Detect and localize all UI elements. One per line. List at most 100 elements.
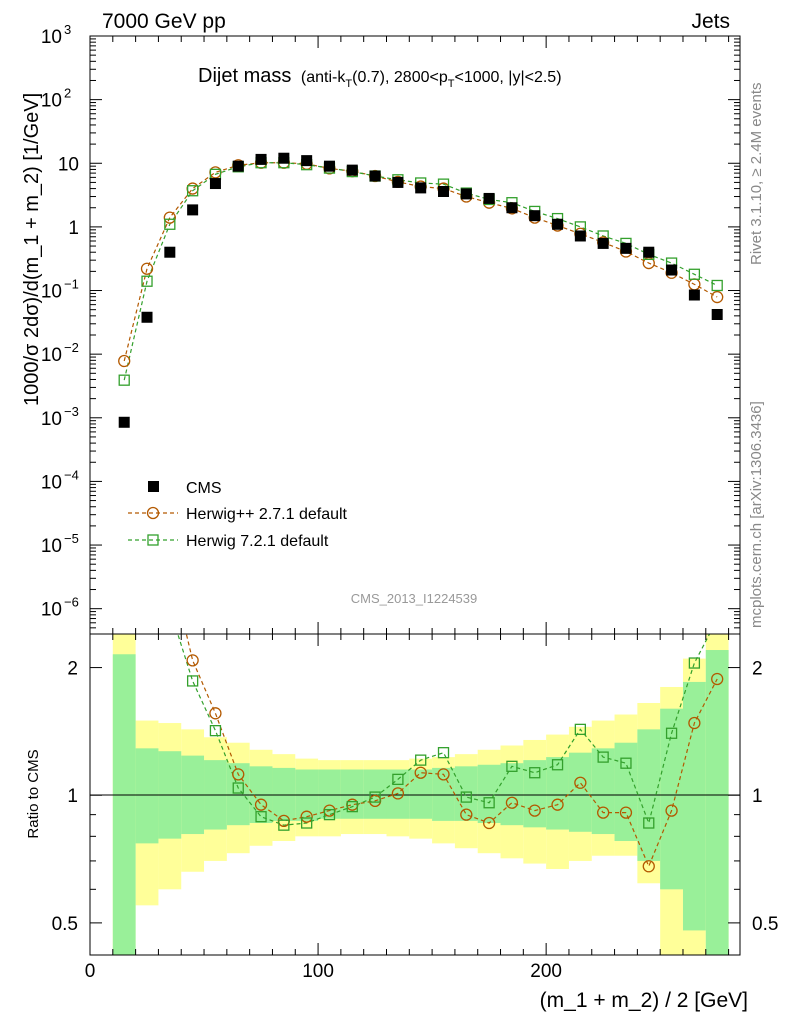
ratio-marker-herwig7 xyxy=(232,782,244,794)
ratio-band-inner-bin xyxy=(112,654,136,955)
ratio-marker-herwig7 xyxy=(688,657,701,669)
ratio-marker-herwig7 xyxy=(278,819,290,831)
ratio-marker-herwig7 xyxy=(665,727,678,739)
ratio-marker-herwigpp xyxy=(414,766,427,779)
main-marker-herwigpp xyxy=(140,262,154,275)
ratio-marker-herwigpp xyxy=(232,768,245,781)
ratio-marker-herwig7 xyxy=(186,675,199,687)
main-y-axis-label: 1000/σ 2dσ)/d(m_1 + m_2) [1/GeV] xyxy=(21,93,43,406)
main-marker-cms xyxy=(415,182,427,194)
x-tick-label: 200 xyxy=(530,961,562,982)
main-marker-herwigpp xyxy=(711,290,724,304)
title-sub1: T xyxy=(345,78,352,90)
ratio-band-inner-bin xyxy=(614,742,638,841)
ratio-band-inner-bin xyxy=(500,763,524,826)
ratio-band-inner-bin xyxy=(318,769,341,819)
header-energy-label: 7000 GeV pp xyxy=(102,10,226,33)
ratio-marker-herwigpp xyxy=(186,654,199,667)
main-marker-herwigpp xyxy=(163,211,176,224)
mcplots-label: mcplots.cern.ch [arXiv:1306.3436] xyxy=(748,401,765,628)
main-y-tick-exponent: 2 xyxy=(64,86,71,101)
ratio-band-inner-bin xyxy=(386,769,410,819)
main-marker-cms xyxy=(323,160,335,172)
main-marker-herwigpp xyxy=(688,278,701,291)
legend-marker-herwig7 xyxy=(147,534,159,546)
ratio-band-inner-bin xyxy=(591,748,615,835)
main-marker-cms xyxy=(278,152,290,164)
ratio-marker-herwig7 xyxy=(209,725,222,737)
main-y-tick-label: 10 xyxy=(41,345,62,366)
ratio-band-inner-bin xyxy=(363,769,387,819)
ratio-y-axis-label: Ratio to CMS xyxy=(25,749,42,838)
legend-label-herwig7: Herwig 7.2.1 default xyxy=(186,533,329,550)
ratio-y-tick-label: 0.5 xyxy=(52,914,78,935)
ratio-marker-herwig7 xyxy=(415,754,427,766)
main-marker-cms xyxy=(460,188,472,200)
main-y-tick-exponent: 3 xyxy=(64,22,71,37)
ratio-band-inner-bin xyxy=(272,767,296,821)
main-y-tick-label: 10 xyxy=(41,472,62,493)
main-marker-herwig7 xyxy=(141,275,153,287)
ratio-marker-herwig7 xyxy=(506,760,518,772)
title-sub2: T xyxy=(448,78,455,90)
main-marker-cms xyxy=(255,153,267,165)
main-marker-cms xyxy=(187,204,199,216)
main-marker-herwig7 xyxy=(688,268,701,280)
ratio-marker-herwigpp xyxy=(368,794,382,807)
ratio-band-inner-bin xyxy=(432,767,455,821)
main-marker-cms xyxy=(346,164,358,176)
main-y-tick-exponent: −2 xyxy=(64,340,79,355)
main-marker-herwig7 xyxy=(164,218,176,230)
legend: CMS Herwig++ 2.7.1 default Herwig 7.2.1 … xyxy=(128,480,348,550)
main-y-tick-exponent: −1 xyxy=(64,277,79,292)
main-marker-cms xyxy=(620,242,632,254)
ratio-marker-herwigpp xyxy=(597,806,610,819)
title-suffix: (anti-k xyxy=(301,69,346,86)
ratio-line-herwigpp xyxy=(185,634,718,868)
ratio-marker-herwigpp xyxy=(505,796,519,809)
ratio-marker-herwig7 xyxy=(460,791,472,803)
main-y-tick-label: 10 xyxy=(41,91,62,112)
ratio-marker-herwig7 xyxy=(392,773,404,786)
legend-marker-herwigpp xyxy=(146,506,160,520)
ratio-marker-herwigpp xyxy=(437,768,450,781)
title-main: Dijet mass xyxy=(198,65,291,87)
ratio-y-tick-label: 2 xyxy=(67,659,78,680)
main-y-tick-label: 1 xyxy=(68,218,79,239)
ratio-marker-herwigpp xyxy=(574,776,587,789)
main-y-tick-exponent: −5 xyxy=(64,531,79,546)
legend-label-herwigpp: Herwig++ 2.7.1 default xyxy=(186,506,348,523)
ratio-marker-herwigpp xyxy=(551,798,564,811)
ratio-marker-herwigpp xyxy=(642,860,655,873)
ratio-marker-herwig7 xyxy=(529,767,541,779)
ratio-band-inner-bin xyxy=(568,752,592,832)
ratio-marker-herwigpp xyxy=(482,816,496,830)
ratio-y-tick-label-right: 0.5 xyxy=(752,914,778,935)
ratio-marker-herwig7 xyxy=(597,751,609,763)
ratio-frame xyxy=(89,633,741,956)
main-y-tick-label: 10 xyxy=(41,600,62,621)
ratio-marker-herwig7 xyxy=(483,797,495,809)
main-y-tick-exponent: −3 xyxy=(64,404,79,419)
x-tick-label: 0 xyxy=(85,961,96,982)
main-line-herwig7 xyxy=(123,162,718,381)
main-marker-cms xyxy=(209,178,221,190)
ratio-marker-herwigpp xyxy=(528,804,541,817)
main-marker-cms xyxy=(118,416,130,428)
ratio-band-inner-bin xyxy=(546,757,569,830)
ratio-marker-herwig7 xyxy=(255,811,267,823)
ratio-band-inner-bin xyxy=(477,764,501,824)
ratio-marker-herwigpp xyxy=(711,672,724,686)
main-marker-cms xyxy=(688,289,700,301)
ratio-marker-herwigpp xyxy=(346,798,359,811)
main-marker-cms xyxy=(666,264,678,276)
ratio-y-tick-label: 1 xyxy=(67,786,78,807)
ratio-marker-herwigpp xyxy=(391,787,405,800)
legend-marker-cms xyxy=(148,481,159,492)
ratio-y-tick-label-right: 1 xyxy=(752,786,763,807)
ratio-band-inner-bin xyxy=(409,769,433,819)
main-y-tick-label: 10 xyxy=(41,27,62,48)
ratio-band-inner-bin xyxy=(226,763,250,826)
